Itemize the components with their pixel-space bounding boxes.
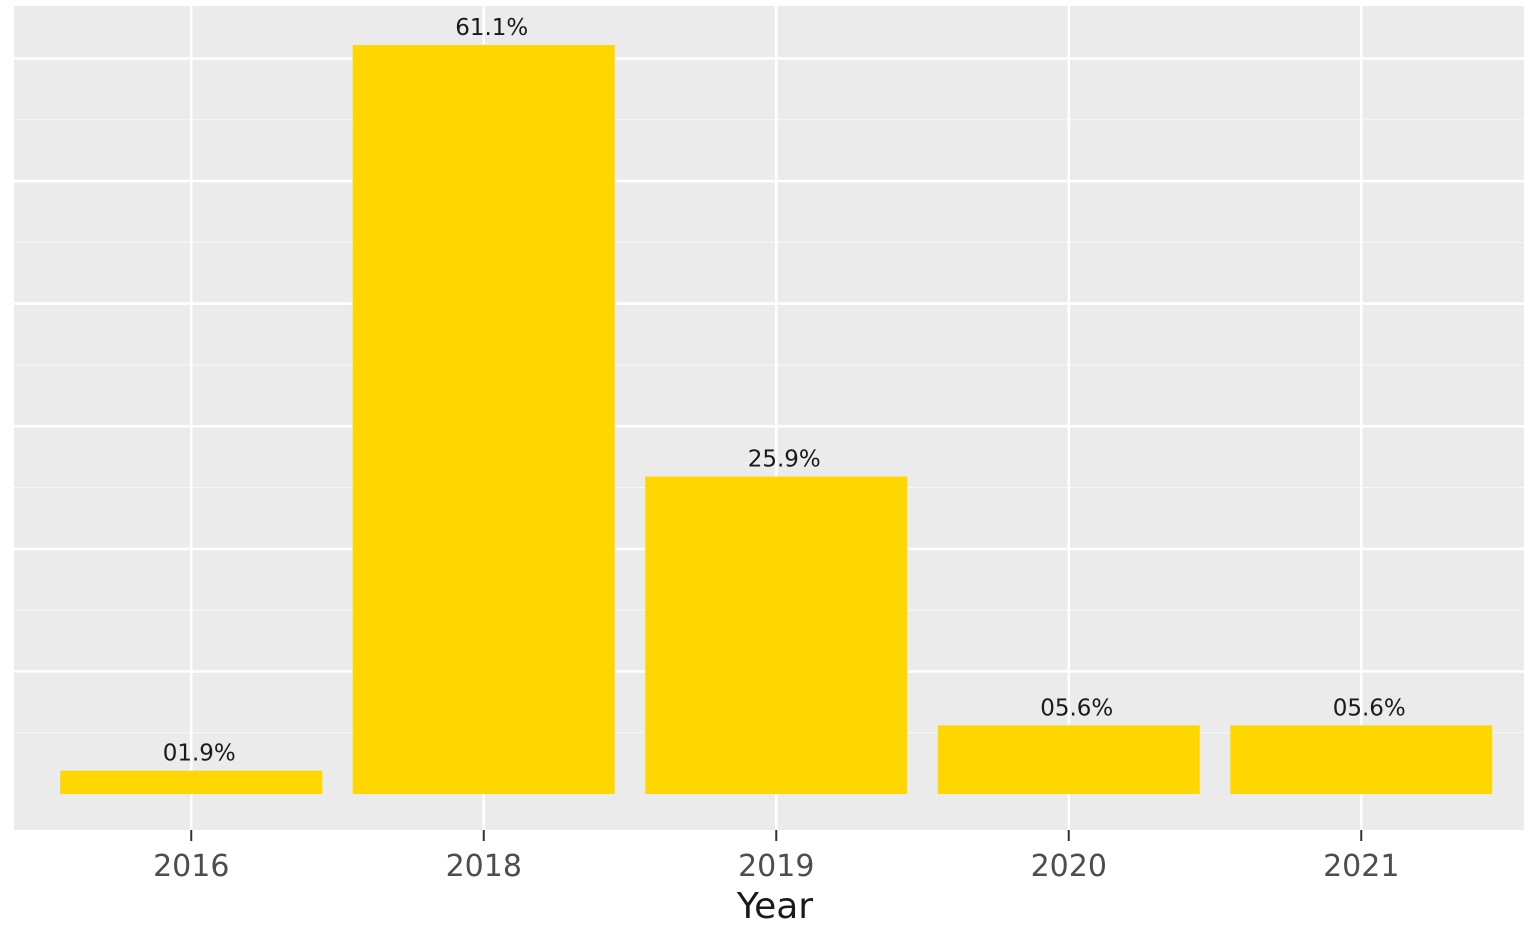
data-labels: 01.9% 61.1% 25.9% 05.6% 05.6% — [163, 15, 1406, 767]
data-label-2021: 05.6% — [1333, 695, 1406, 721]
bar-2018 — [352, 45, 615, 794]
x-tick-label-2020: 2020 — [1031, 849, 1107, 884]
x-tick-label-2019: 2019 — [738, 849, 814, 884]
x-axis-ticks: 2016 2018 2019 2020 2021 — [153, 830, 1399, 884]
bar-2019 — [645, 476, 908, 794]
data-label-2018: 61.1% — [455, 15, 528, 41]
x-axis-title: Year — [736, 886, 813, 927]
bar-2016 — [60, 770, 323, 794]
bar-2020 — [937, 725, 1200, 794]
data-label-2020: 05.6% — [1040, 695, 1113, 721]
x-tick-label-2016: 2016 — [153, 849, 229, 884]
bars — [60, 45, 1493, 794]
data-label-2019: 25.9% — [748, 447, 821, 473]
data-label-2016: 01.9% — [163, 741, 236, 767]
bar-2021 — [1230, 725, 1493, 794]
x-tick-label-2021: 2021 — [1323, 849, 1399, 884]
x-tick-label-2018: 2018 — [446, 849, 522, 884]
